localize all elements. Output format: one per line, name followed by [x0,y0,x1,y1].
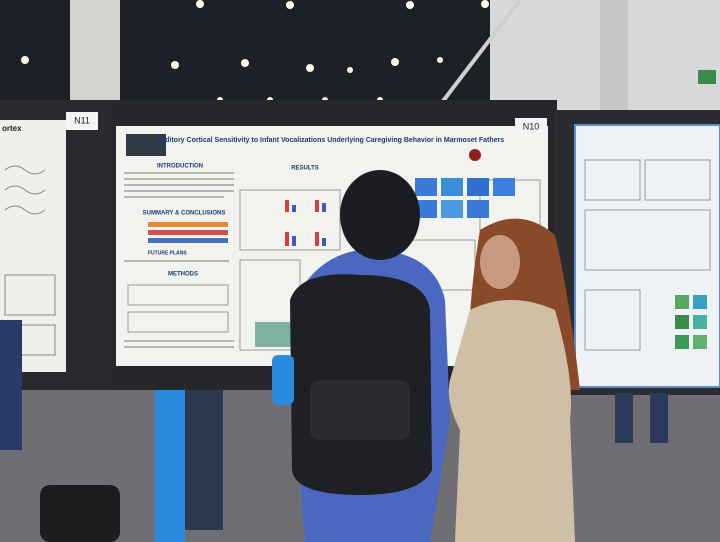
logo [126,134,166,156]
heatmaps [675,295,707,349]
dress [448,300,575,542]
poster-tube [155,390,185,542]
bag [40,485,120,542]
face [480,235,520,289]
logo [469,149,481,161]
poster-title: Auditory Cortical Sensitivity to Infant … [156,137,504,144]
pillar [600,0,628,120]
water-bottle [272,355,294,405]
head [340,170,420,260]
person-legs [178,390,223,530]
truss [438,0,522,107]
summary-bars [148,222,228,243]
poster-title: ortex [2,124,22,133]
heatmaps [255,178,515,347]
booth-label-box [515,118,547,136]
person-legs [615,393,633,443]
column [70,0,120,105]
booth-label: N10 [523,121,540,131]
section-heading: RESULTS [291,166,319,172]
poster-text-lines [124,172,234,348]
booth-label-box [66,112,98,130]
section-heading: INTRODUCTION [157,164,203,170]
exit-sign [698,70,716,84]
person-arm [0,320,22,450]
backpack-pocket [310,380,410,440]
bar-plots [285,200,326,246]
person-legs [650,393,668,443]
section-heading: FUTURE PLANS [148,250,187,256]
section-heading: METHODS [168,272,198,278]
booth-label: N11 [74,115,90,125]
section-heading: SUMMARY & CONCLUSIONS [143,211,226,217]
poster-figures [584,159,711,351]
